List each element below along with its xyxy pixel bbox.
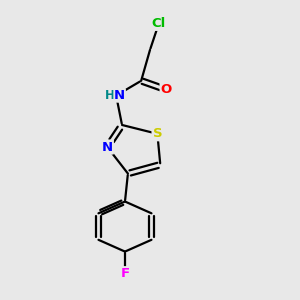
Text: F: F xyxy=(120,267,130,280)
Text: N: N xyxy=(102,141,113,154)
Text: Cl: Cl xyxy=(152,17,166,30)
Text: O: O xyxy=(160,83,172,96)
Text: S: S xyxy=(152,127,162,140)
Text: N: N xyxy=(114,89,125,102)
Text: H: H xyxy=(105,89,115,102)
